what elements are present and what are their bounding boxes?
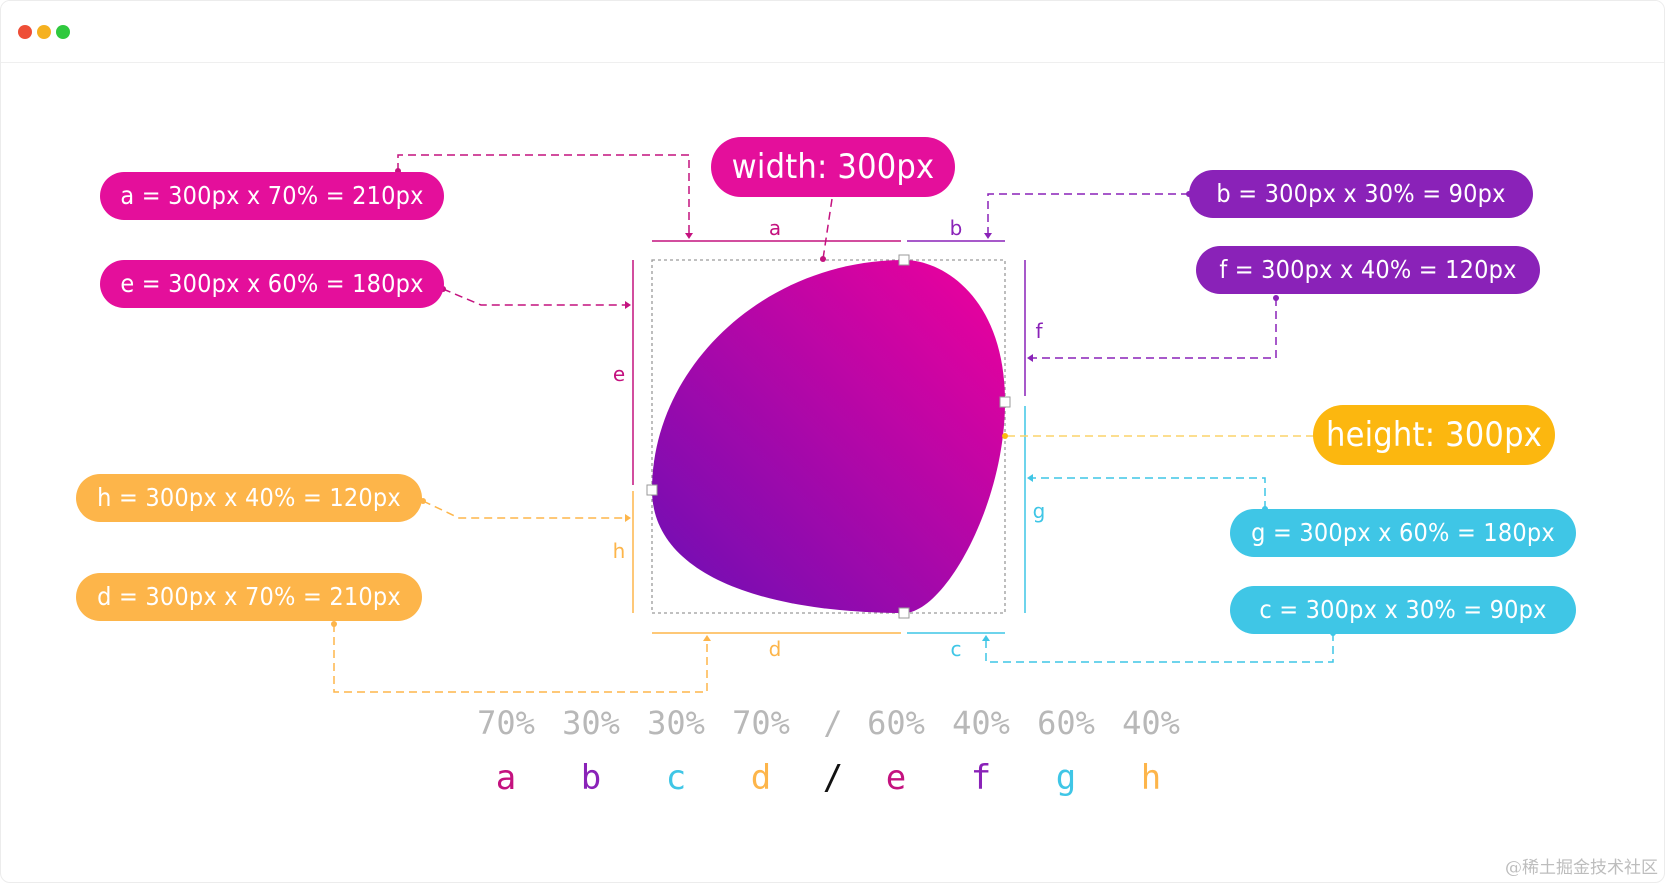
measure-label-e: e (612, 362, 626, 386)
connector-height-dot (1002, 433, 1008, 439)
handle-right[interactable] (999, 396, 1011, 408)
connector-f (1029, 298, 1277, 359)
measure-label-d: d (768, 637, 782, 661)
handle-left[interactable] (646, 484, 658, 496)
close-window-icon[interactable] (18, 25, 32, 39)
blob-shape (652, 260, 1005, 613)
letter-g: g (1055, 758, 1077, 798)
maximize-window-icon[interactable] (56, 25, 70, 39)
pill-g: g = 300px x 60% = 180px (1230, 509, 1576, 557)
connector-f-dot (1273, 295, 1279, 301)
percent-f: 40% (952, 704, 1010, 742)
letter-a: a (495, 758, 517, 798)
percent-d: 70% (732, 704, 790, 742)
connector-e (442, 288, 629, 306)
arrow-f (1027, 354, 1033, 362)
measure-label-h: h (612, 539, 626, 563)
arrow-g (1027, 474, 1033, 482)
minimize-window-icon[interactable] (37, 25, 51, 39)
letter-h: h (1140, 758, 1162, 798)
connector-c (985, 633, 1334, 663)
connector-d-dot (331, 621, 337, 627)
percent-separator: / (823, 704, 843, 742)
arrow-a (685, 233, 693, 239)
width-pill: width: 300px (711, 137, 955, 197)
percent-a: 70% (477, 704, 535, 742)
handle-top[interactable] (898, 254, 910, 266)
pill-h: h = 300px x 40% = 120px (76, 474, 422, 522)
percent-b: 30% (562, 704, 620, 742)
connector-d (333, 624, 708, 693)
percent-e: 60% (867, 704, 925, 742)
handle-bottom[interactable] (898, 607, 910, 619)
measure-label-f: f (1035, 319, 1043, 343)
pill-e: e = 300px x 60% = 180px (100, 260, 444, 308)
connector-width-dot (820, 256, 826, 262)
measure-label-a: a (768, 216, 782, 240)
arrow-b (984, 233, 992, 239)
watermark: @稀土掘金技术社区 (1505, 858, 1658, 878)
letter-f: f (970, 758, 992, 798)
letter-separator: / (822, 758, 844, 798)
measure-label-g: g (1032, 499, 1046, 523)
connector-h (422, 500, 629, 519)
letter-row: a b c d / e f g h (471, 758, 1191, 798)
pill-d: d = 300px x 70% = 210px (76, 573, 422, 621)
percent-g: 60% (1037, 704, 1095, 742)
letter-c: c (665, 758, 687, 798)
percent-c: 30% (647, 704, 705, 742)
connector-a (397, 154, 690, 237)
arrow-d (703, 635, 711, 641)
percent-h: 40% (1122, 704, 1180, 742)
connector-g (1029, 477, 1266, 509)
measure-label-c: c (950, 637, 962, 661)
arrow-e (625, 301, 631, 309)
arrow-h (625, 514, 631, 522)
pill-f: f = 300px x 40% = 120px (1196, 246, 1540, 294)
pill-b: b = 300px x 30% = 90px (1189, 170, 1533, 218)
connector-width (822, 198, 833, 260)
letter-e: e (885, 758, 907, 798)
height-pill: height: 300px (1313, 405, 1555, 465)
percent-row: 70% 30% 30% 70% / 60% 40% 60% 40% (471, 704, 1191, 744)
pill-c: c = 300px x 30% = 90px (1230, 586, 1576, 634)
arrow-c (982, 635, 990, 641)
window-titlebar (1, 1, 1664, 63)
letter-d: d (750, 758, 772, 798)
letter-b: b (580, 758, 602, 798)
measure-label-b: b (949, 216, 963, 240)
pill-a: a = 300px x 70% = 210px (100, 172, 444, 220)
connector-b (987, 193, 1189, 237)
